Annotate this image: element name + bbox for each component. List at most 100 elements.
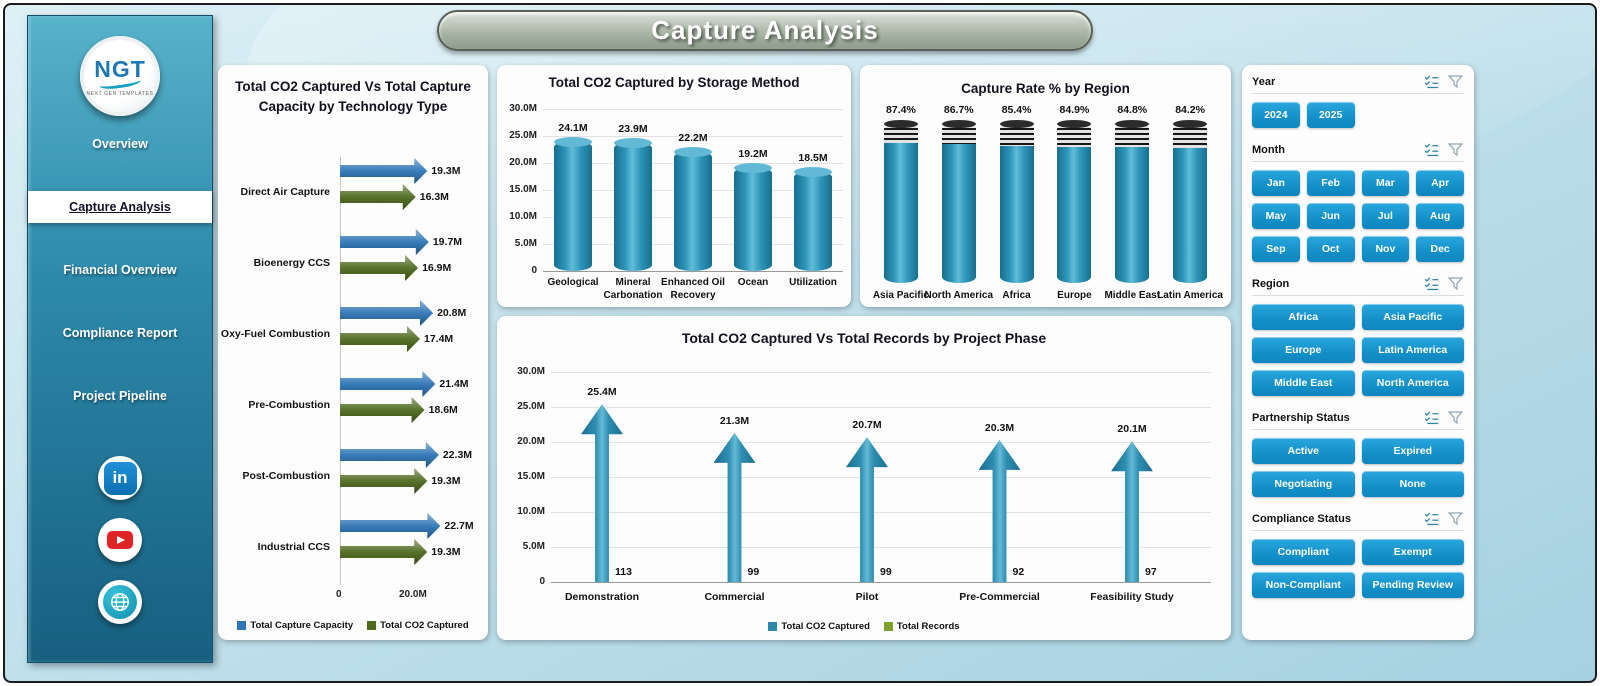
clear-filter-icon[interactable] — [1447, 73, 1464, 90]
sidebar-item-project-pipeline[interactable]: Project Pipeline — [73, 389, 167, 403]
select-all-icon[interactable] — [1423, 141, 1440, 158]
y-tick-label: 25.0M — [517, 401, 545, 412]
storage-bar-geological — [554, 136, 592, 271]
filter-option-jul[interactable]: Jul — [1361, 203, 1410, 229]
filter-option-jan[interactable]: Jan — [1252, 170, 1300, 196]
arrow-value-label: 22.7M — [444, 520, 474, 532]
arrow-value-label: 18.6M — [428, 404, 458, 416]
filter-option-active[interactable]: Active — [1252, 438, 1355, 464]
gauge-fill — [999, 146, 1034, 283]
tech-category-label: Oxy-Fuel Combustion — [220, 328, 330, 341]
gauge-top-cap — [941, 120, 976, 128]
clear-filter-icon[interactable] — [1447, 275, 1464, 292]
legend-item-total-co2-captured: Total CO2 Captured — [367, 620, 469, 631]
filter-option-middle-east[interactable]: Middle East — [1252, 370, 1355, 396]
region-chart-title: Capture Rate % by Region — [961, 81, 1130, 96]
capture-rate-chart-panel: Capture Rate % by Region 87.4% Asia Pacif… — [860, 65, 1231, 307]
filter-option-none[interactable]: None — [1361, 471, 1464, 497]
arrow-value-label: 20.8M — [437, 307, 467, 319]
bar-value-label: 22.2M — [678, 132, 708, 145]
sidebar-nav: Overview Capture Analysis Financial Overvi… — [28, 128, 212, 443]
gauge-empty-section — [999, 123, 1034, 147]
gauge-top-cap — [883, 120, 918, 128]
filter-option-sep[interactable]: Sep — [1252, 236, 1300, 262]
filter-option-oct[interactable]: Oct — [1306, 236, 1355, 262]
filter-option-may[interactable]: May — [1252, 203, 1300, 229]
select-all-icon[interactable] — [1423, 275, 1440, 292]
tech-chart-legend: Total Capture Capacity Total CO2 Captured — [218, 620, 488, 631]
clear-filter-icon[interactable] — [1447, 409, 1464, 426]
project-phase-chart-panel: Total CO2 Captured Vs Total Records by P… — [497, 316, 1231, 640]
tech-category-label: Post-Combustion — [242, 470, 331, 483]
select-all-icon[interactable] — [1423, 73, 1440, 90]
filter-option-pending-review[interactable]: Pending Review — [1361, 572, 1464, 598]
sidebar-item-compliance-report[interactable]: Compliance Report — [62, 326, 178, 340]
legend-label: Total Records — [896, 621, 960, 632]
filter-option-nov[interactable]: Nov — [1361, 236, 1410, 262]
co2-captured-arrow — [340, 326, 420, 352]
filter-option-africa[interactable]: Africa — [1252, 304, 1355, 330]
filter-option-feb[interactable]: Feb — [1306, 170, 1355, 196]
filter-option-aug[interactable]: Aug — [1416, 203, 1464, 229]
co2-captured-arrow — [340, 397, 425, 423]
records-value-label: 92 — [1012, 566, 1025, 578]
filter-section-label: Year — [1252, 75, 1276, 88]
page-title-capsule: Capture Analysis — [437, 10, 1093, 51]
filter-option-dec[interactable]: Dec — [1416, 236, 1464, 262]
clear-filter-icon[interactable] — [1447, 141, 1464, 158]
capture-capacity-arrow — [340, 371, 435, 397]
x-category-label: Demonstration — [564, 591, 640, 603]
filter-option-latin-america[interactable]: Latin America — [1361, 337, 1464, 363]
select-all-icon[interactable] — [1423, 409, 1440, 426]
y-tick-label: 5.0M — [514, 238, 537, 249]
sidebar-item-financial-overview[interactable]: Financial Overview — [63, 263, 177, 277]
gauge-fill — [1173, 148, 1208, 283]
filter-section-partnership-status: Partnership Status Active Expired Negotiati… — [1252, 409, 1464, 497]
records-value-label: 97 — [1145, 566, 1157, 578]
filter-option-2025[interactable]: 2025 — [1306, 102, 1355, 128]
sidebar-item-overview[interactable]: Overview — [92, 137, 148, 151]
filter-option-2024[interactable]: 2024 — [1252, 102, 1300, 128]
filter-option-apr[interactable]: Apr — [1416, 170, 1464, 196]
filter-option-non-compliant[interactable]: Non-Compliant — [1252, 572, 1355, 598]
filter-section-header: Region — [1252, 275, 1464, 296]
tech-category-label: Pre-Combustion — [248, 399, 330, 412]
youtube-icon[interactable] — [98, 518, 142, 562]
filter-option-north-america[interactable]: North America — [1361, 370, 1464, 396]
co2-value-label: 25.4M — [587, 386, 617, 399]
sidebar-item-capture-analysis[interactable]: Capture Analysis — [28, 191, 212, 223]
filter-option-jun[interactable]: Jun — [1306, 203, 1355, 229]
storage-bar-mineral-carbonation — [614, 137, 652, 271]
filter-option-negotiating[interactable]: Negotiating — [1252, 471, 1355, 497]
filter-option-europe[interactable]: Europe — [1252, 337, 1355, 363]
x-axis-line — [551, 582, 1211, 583]
gauge-top-cap — [1057, 120, 1092, 128]
x-category-label: Commercial — [704, 591, 765, 603]
filter-option-asia-pacific[interactable]: Asia Pacific — [1361, 304, 1464, 330]
x-axis-line — [543, 271, 843, 272]
gridline — [551, 442, 1211, 443]
filter-option-compliant[interactable]: Compliant — [1252, 539, 1355, 565]
gauge-top-cap — [999, 120, 1034, 128]
gauge-top-cap — [1115, 120, 1150, 128]
phase-chart-title: Total CO2 Captured Vs Total Records by P… — [681, 330, 1047, 346]
filter-option-mar[interactable]: Mar — [1361, 170, 1410, 196]
capture-rate-label: 84.9% — [1059, 104, 1090, 116]
filter-section-year: Year 2024 2025 — [1252, 73, 1464, 128]
phase-chart-plot: 30.0M 25.0M 20.0M 15.0M 10.0M 5.0M 0 25.4M 113 De… — [497, 316, 1231, 640]
filter-option-exempt[interactable]: Exempt — [1361, 539, 1464, 565]
ngt-logo: NGT NEXT GEN TEMPLATES — [80, 36, 160, 116]
clear-filter-icon[interactable] — [1447, 510, 1464, 527]
filter-options-grid: Active Expired Negotiating None — [1252, 438, 1464, 497]
tech-category-label: Bioenergy CCS — [253, 257, 330, 270]
legend-label: Total CO2 Captured — [781, 621, 870, 632]
tech-row: Direct Air Capture 19.3M 16.3M — [218, 157, 488, 228]
filter-options-grid: Compliant Exempt Non-Compliant Pending Revi… — [1252, 539, 1464, 598]
filter-option-expired[interactable]: Expired — [1361, 438, 1464, 464]
select-all-icon[interactable] — [1423, 510, 1440, 527]
website-icon[interactable] — [98, 580, 142, 624]
filter-header-icons — [1423, 510, 1464, 527]
x-category-label: North America — [924, 290, 994, 301]
co2-arrow-pilot — [846, 437, 888, 582]
linkedin-icon[interactable]: in — [98, 456, 142, 500]
